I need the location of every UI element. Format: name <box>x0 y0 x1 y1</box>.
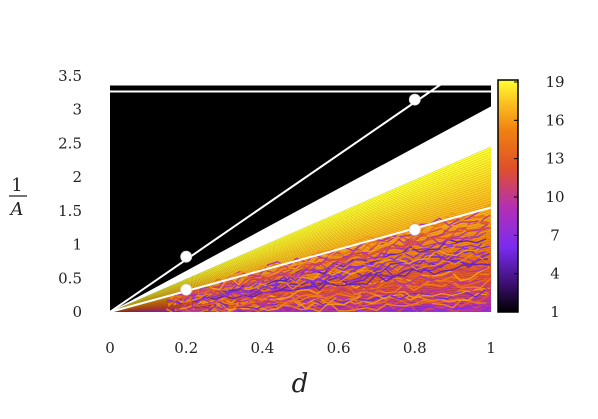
colorbar-tick-label: 16 <box>545 111 564 129</box>
x-tick-label: 1 <box>486 339 496 357</box>
fan-wedge <box>110 278 491 312</box>
fan-wedge <box>110 203 491 312</box>
dense-line <box>192 288 490 312</box>
fan-wedge <box>110 182 491 312</box>
colorbar-tick-label: 7 <box>550 226 560 244</box>
dense-line <box>174 214 491 296</box>
x-tick-label: 0.8 <box>403 339 427 357</box>
fan-wedge <box>110 260 491 312</box>
y-tick-label: 2 <box>72 168 82 186</box>
fan-wedge <box>110 177 491 312</box>
data-point <box>180 250 193 263</box>
fan-wedge <box>110 163 491 312</box>
dense-line <box>174 283 491 312</box>
dense-line <box>175 263 491 304</box>
fan-wedge <box>110 179 491 312</box>
fan-wedge <box>110 217 491 312</box>
fan-wedge <box>110 184 491 312</box>
data-point <box>408 93 421 106</box>
y-tick-label: 1.5 <box>58 202 82 220</box>
y-tick-labels: 0 0.5 1 1.5 2 2.5 3 3.5 <box>58 67 82 321</box>
fan-wedge <box>110 194 491 312</box>
fan-wedge <box>110 160 491 312</box>
data-point <box>408 223 421 236</box>
y-tick-label: 2.5 <box>58 134 82 152</box>
dense-line <box>191 223 488 301</box>
fan-wedge <box>110 238 491 312</box>
fan-wedge <box>110 191 491 312</box>
x-tick-labels: 0 0.2 0.4 0.6 0.8 1 <box>105 339 496 357</box>
plot-area <box>110 85 491 312</box>
fan-wedge <box>110 170 491 312</box>
colorbar-gradient <box>497 79 519 313</box>
fan-wedge <box>110 156 491 312</box>
colorbar-tick-label: 19 <box>545 73 564 91</box>
white-band <box>110 106 491 312</box>
dense-line <box>213 306 491 312</box>
fan-wedge <box>110 271 491 312</box>
fan-wedge <box>110 175 491 312</box>
y-tick-label: 1 <box>72 236 82 254</box>
overlay-lines <box>109 75 492 313</box>
x-axis-label: d <box>292 369 309 399</box>
data-point <box>180 283 193 296</box>
colorbar-tick-label: 13 <box>545 150 564 168</box>
colorbar-tick-label: 10 <box>545 188 564 206</box>
marker-points <box>180 93 421 296</box>
x-tick-label: 0.2 <box>174 339 198 357</box>
y-tick-label: 0.5 <box>58 269 82 287</box>
fan-wedge <box>110 297 491 312</box>
dense-line <box>182 304 489 312</box>
fan-wedge <box>110 295 491 312</box>
fan-wedge <box>110 149 491 312</box>
dense-line <box>219 206 488 286</box>
fan-wedge <box>110 146 491 312</box>
dense-line <box>211 301 489 312</box>
diagonal-line <box>109 206 492 313</box>
dense-line <box>174 287 490 311</box>
y-tick-label: 3.5 <box>58 67 82 85</box>
diagonal-line <box>109 75 454 313</box>
fan-wedge <box>110 172 491 312</box>
fan-wedge <box>110 186 491 312</box>
fan-wedge <box>110 168 491 312</box>
fan-wedge <box>110 189 491 312</box>
fan-wedge <box>110 151 491 312</box>
y-axis-label: 1 A <box>9 175 27 220</box>
colorbar: 1 4 7 10 13 16 19 <box>497 73 565 321</box>
x-tick-label: 0 <box>105 339 115 357</box>
colorbar-tick-label: 4 <box>550 265 560 283</box>
x-tick-label: 0.6 <box>327 339 351 357</box>
y-tick-label: 3 <box>72 101 82 119</box>
colorbar-tick-label: 1 <box>550 303 560 321</box>
y-label-numerator: 1 <box>11 175 22 196</box>
fan-wedge <box>110 153 491 312</box>
y-label-denominator: A <box>9 199 24 220</box>
fan-wedge <box>110 198 491 312</box>
fan-wedge <box>110 309 491 312</box>
y-tick-label: 0 <box>72 303 82 321</box>
dense-line <box>194 263 491 307</box>
fan-wedge <box>110 165 491 312</box>
fan-wedge <box>110 158 491 312</box>
x-tick-label: 0.4 <box>250 339 274 357</box>
fan-wedge <box>110 257 491 312</box>
fan-wedge <box>110 196 491 312</box>
dense-line <box>226 253 485 298</box>
fan-wedge <box>110 201 491 312</box>
colorbar-tick-labels: 1 4 7 10 13 16 19 <box>514 73 565 321</box>
dense-line <box>208 289 486 312</box>
